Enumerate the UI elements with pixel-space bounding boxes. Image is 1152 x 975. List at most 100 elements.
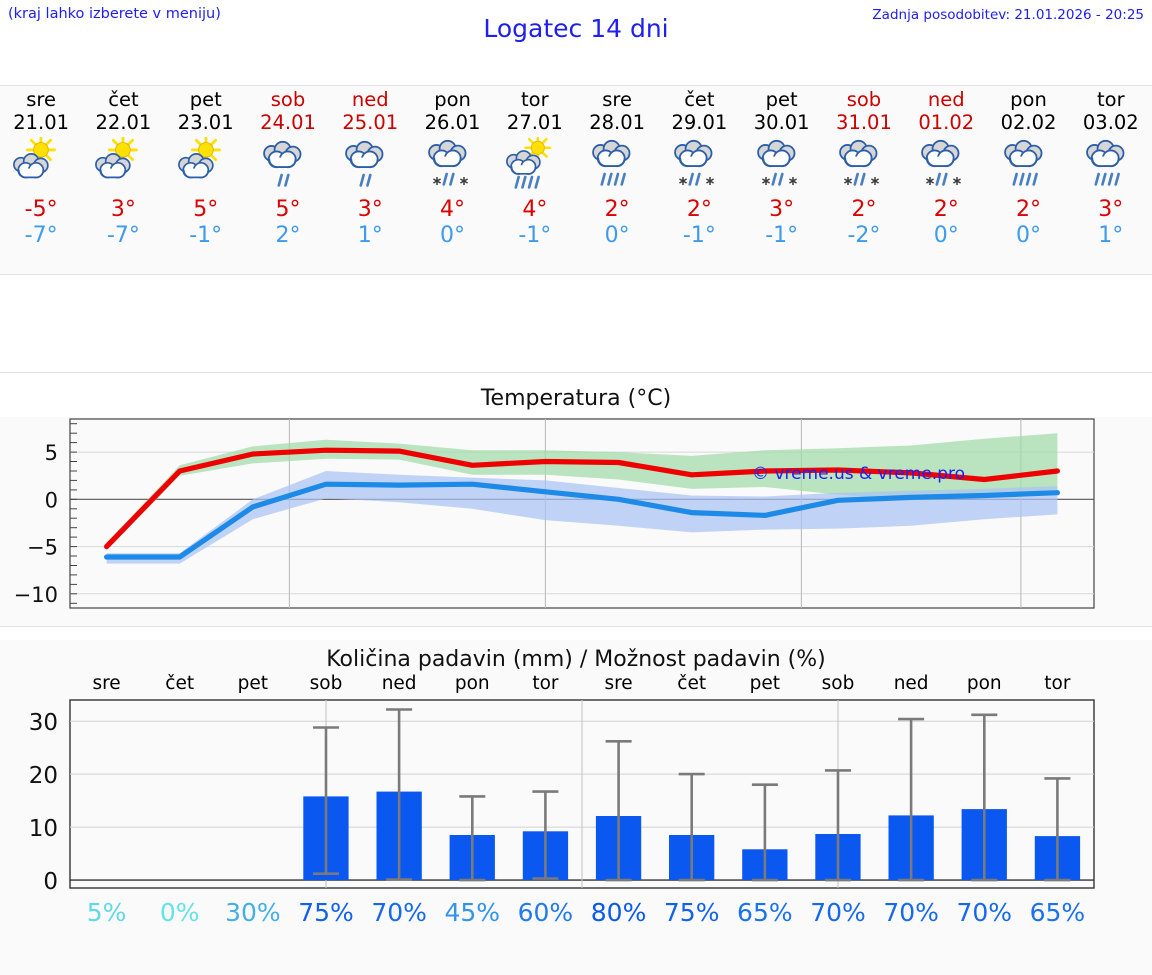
weather-icon-wrapper [422,137,484,195]
weather-icon-wrapper [833,137,895,195]
day-column[interactable]: sre 21.01 -5° -7° [0,86,82,274]
light-rain-icon [345,140,384,187]
day-max-temp: 3° [110,197,136,222]
precipitation-day-label: sre [92,673,121,694]
day-max-temp: 3° [357,197,383,222]
precipitation-probability-label: 75% [663,898,720,927]
day-max-temp: 2° [851,197,877,222]
day-column[interactable]: ned 01.02 2° 0° [905,86,987,274]
precipitation-bar-chart: 0 10 20 30 [29,699,1095,895]
day-date: 25.01 [342,111,399,134]
svg-text:5: 5 [45,441,58,465]
day-name: sre [26,88,57,111]
day-column[interactable]: pet 23.01 5° -1° [165,86,247,274]
day-name: tor [1097,88,1125,111]
weather-icon-wrapper [92,137,154,195]
day-max-temp: 4° [522,197,548,222]
day-max-temp: 4° [440,197,466,222]
precipitation-day-label: tor [532,673,559,694]
sleet-icon [427,139,468,186]
day-name: sre [602,88,632,111]
precipitation-day-label: sob [821,673,855,694]
svg-text:30: 30 [29,710,58,736]
day-column[interactable]: sob 24.01 5° 2° [247,86,329,274]
day-max-temp: 2° [1016,197,1042,222]
partly-cloudy-icon [13,137,57,179]
precipitation-day-label: pon [966,673,1002,694]
sun-rain-icon [505,137,552,189]
daily-forecast-strip: sre 21.01 -5° -7° čet 22.01 3° -7° pet 23.01 [0,85,1152,275]
precipitation-day-label: tor [1044,673,1071,694]
day-max-temp: 5° [193,197,219,222]
day-min-temp: 1° [1098,223,1124,248]
rain-icon [1085,139,1125,186]
temperature-chart-title: Temperatura (°C) [0,386,1152,411]
day-min-temp: -1° [765,223,799,248]
light-rain-icon [263,140,302,187]
precipitation-day-label: sob [309,673,343,694]
weather-icon-wrapper [1080,137,1142,195]
day-column[interactable]: čet 22.01 3° -7° [82,86,164,274]
weather-icon-wrapper [339,137,401,195]
day-name: pet [189,88,222,111]
precipitation-probability-label: 70% [371,898,427,927]
day-column[interactable]: pon 02.02 2° 0° [987,86,1069,274]
precipitation-day-label: čet [677,673,707,694]
day-date: 24.01 [260,111,316,134]
weather-icon-wrapper [751,137,813,195]
day-column[interactable]: sre 28.01 2° 0° [576,86,658,274]
location-menu-hint: (kraj lahko izberete v meniju) [8,6,221,22]
precipitation-day-label: pon [454,673,490,694]
day-min-temp: -1° [518,223,552,248]
precipitation-probability-label: 0% [159,898,200,927]
day-min-temp: 0° [933,223,959,248]
watermark-credit: © vreme.us & vreme.pro [752,464,966,484]
day-column[interactable]: pet 30.01 3° -1° [741,86,823,274]
precipitation-probability-label: 60% [517,898,574,927]
day-column[interactable]: pon 26.01 4° 0° [411,86,493,274]
weather-icon-wrapper [257,137,319,195]
day-name: ned [927,88,965,111]
day-min-temp: -1° [682,223,716,248]
last-update-timestamp: Zadnja posodobitev: 21.01.2026 - 20:25 [872,7,1144,23]
precipitation-probability-label: 75% [298,898,354,927]
precipitation-day-label: čet [165,673,195,694]
svg-text:10: 10 [29,816,58,842]
sleet-icon [756,139,797,186]
day-name: pet [765,88,798,111]
precipitation-probability-label: 70% [810,898,866,927]
day-min-temp: 0° [604,223,630,248]
rain-icon [1003,139,1042,186]
day-column[interactable]: tor 03.02 3° 1° [1070,86,1152,274]
day-max-temp: 2° [686,197,712,222]
day-column[interactable]: ned 25.01 3° 1° [329,86,411,274]
day-date: 31.01 [836,111,892,134]
day-min-temp: -1° [189,223,223,248]
day-max-temp: 5° [275,197,301,222]
svg-text:0: 0 [45,488,58,512]
weather-icon-wrapper [586,137,648,195]
rain-icon [592,139,631,186]
day-max-temp: 2° [933,197,959,222]
day-column[interactable]: tor 27.01 4° -1° [494,86,576,274]
day-column[interactable]: čet 29.01 2° -1° [658,86,740,274]
day-name: sob [270,88,306,111]
day-date: 23.01 [177,111,234,134]
partly-cloudy-icon [95,137,139,179]
precipitation-probability-label: 65% [737,898,793,927]
day-date: 03.02 [1082,111,1139,134]
weather-icon-wrapper [10,137,72,195]
day-column[interactable]: sob 31.01 2° -2° [823,86,905,274]
day-date: 30.01 [753,111,810,134]
day-max-temp: 2° [604,197,630,222]
precipitation-probability-label: 45% [444,898,501,927]
partly-cloudy-icon [177,137,221,179]
day-min-temp: 1° [357,223,383,248]
sleet-icon [674,139,715,186]
weather-icon-wrapper [504,137,566,195]
day-name: čet [108,88,139,111]
precipitation-day-labels: sre čet pet sob ned pon tor sre čet pet sob ned pon t… [70,673,1094,699]
precipitation-probability-label: 80% [590,898,647,927]
day-name: ned [351,88,389,111]
precipitation-day-label: sre [604,673,633,694]
